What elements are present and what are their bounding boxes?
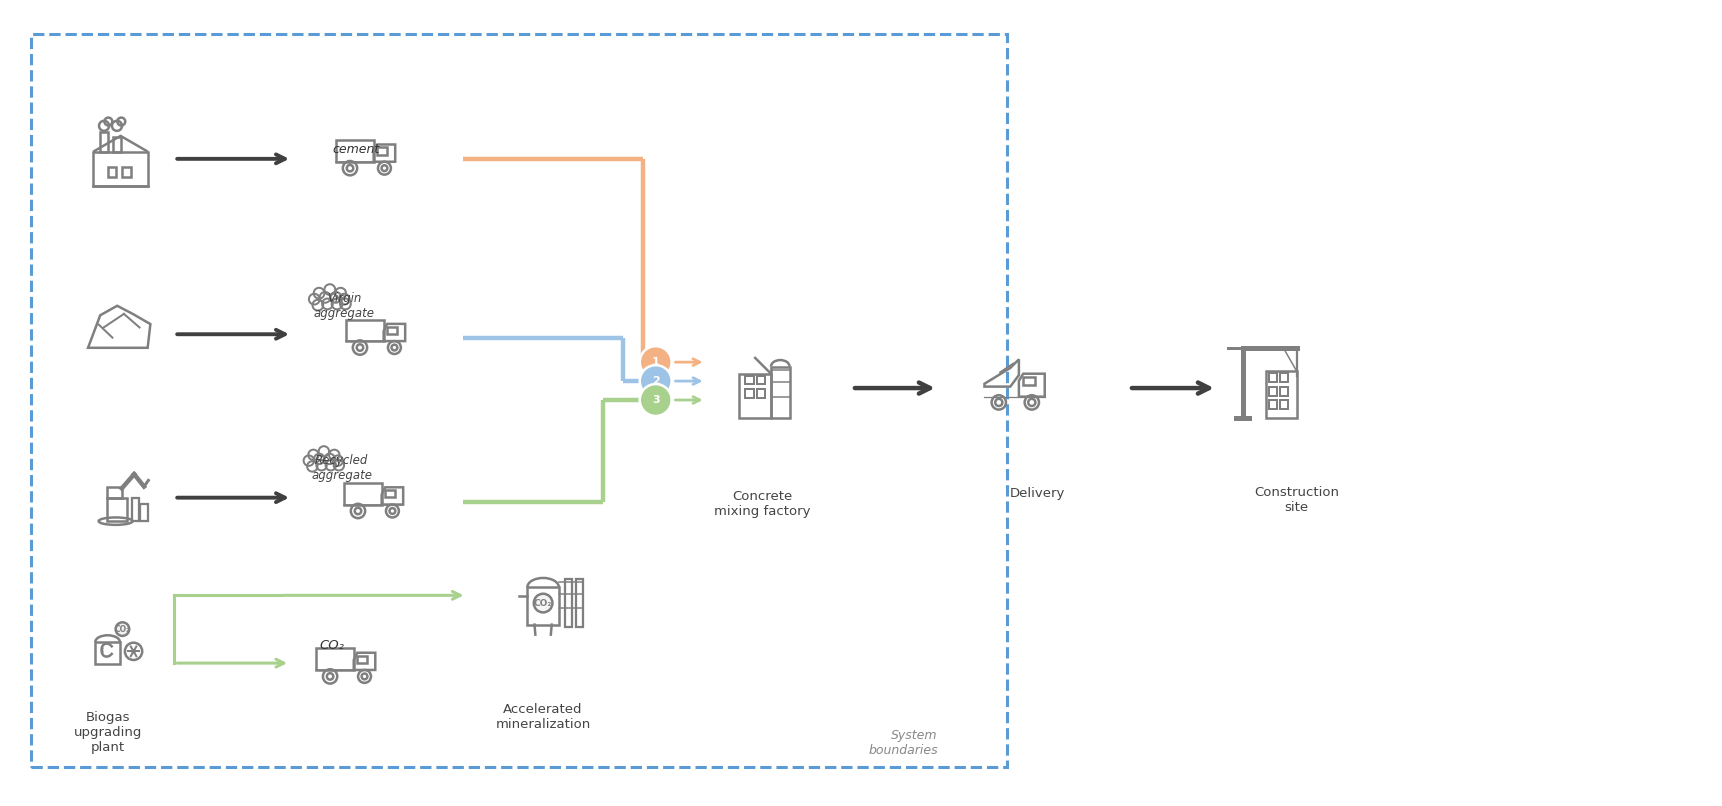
Bar	[122, 167, 131, 177]
Text: cement: cement	[332, 143, 379, 156]
Bar	[114, 137, 121, 152]
Bar	[93, 152, 148, 186]
Text: System
boundaries: System boundaries	[868, 729, 938, 757]
Bar	[565, 579, 572, 627]
Text: 1: 1	[653, 357, 660, 368]
Text: CO₂: CO₂	[534, 599, 553, 608]
Circle shape	[641, 347, 672, 378]
Bar	[1023, 376, 1035, 385]
Bar	[746, 389, 754, 398]
Circle shape	[115, 622, 129, 636]
Bar	[386, 326, 396, 334]
Text: Accelerated
mineralization: Accelerated mineralization	[496, 703, 591, 731]
Bar	[108, 167, 117, 177]
Bar	[317, 649, 353, 670]
Text: Concrete
mixing factory: Concrete mixing factory	[715, 490, 811, 517]
Bar	[131, 497, 139, 521]
Text: Virgin
aggregate: Virgin aggregate	[313, 293, 374, 320]
Bar	[1279, 373, 1288, 382]
Text: Recycled
aggregate: Recycled aggregate	[312, 454, 372, 482]
Bar	[1279, 387, 1288, 396]
Bar	[336, 140, 374, 162]
Circle shape	[131, 650, 136, 653]
Bar	[344, 483, 382, 505]
Text: Delivery: Delivery	[1009, 487, 1066, 501]
Text: Biogas
upgrading
plant: Biogas upgrading plant	[74, 712, 141, 754]
Text: CO₂: CO₂	[319, 638, 344, 652]
Bar	[356, 655, 367, 663]
Bar	[107, 487, 122, 497]
Bar	[346, 319, 384, 341]
Bar	[771, 367, 790, 418]
Bar	[377, 147, 387, 155]
Circle shape	[641, 384, 672, 416]
Bar	[384, 490, 394, 497]
Bar	[1279, 400, 1288, 409]
Bar	[31, 35, 1007, 767]
Bar	[739, 374, 771, 418]
Bar	[1269, 387, 1278, 396]
Bar	[746, 376, 754, 384]
Bar	[1266, 371, 1297, 418]
Bar	[577, 579, 584, 627]
Bar	[1269, 400, 1278, 409]
Bar	[1269, 373, 1278, 382]
Circle shape	[534, 594, 553, 613]
Bar	[95, 642, 121, 663]
Bar	[100, 131, 108, 152]
Text: Construction
site: Construction site	[1254, 486, 1340, 513]
Bar	[107, 497, 127, 521]
Bar	[756, 376, 765, 384]
Text: CO₂: CO₂	[115, 625, 131, 634]
Text: 3: 3	[653, 395, 660, 405]
Bar	[527, 588, 560, 625]
Circle shape	[641, 365, 672, 397]
Text: 2: 2	[653, 376, 660, 386]
Bar	[756, 389, 765, 398]
Bar	[139, 504, 148, 521]
